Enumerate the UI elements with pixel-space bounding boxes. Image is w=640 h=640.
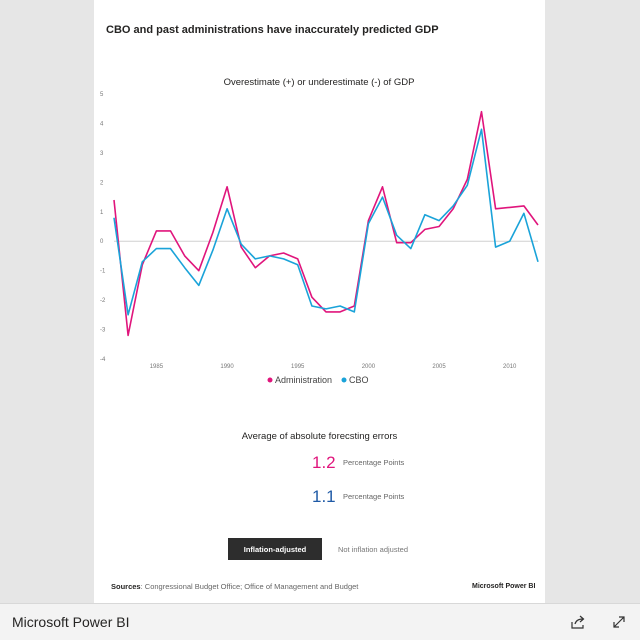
footer-bar: Microsoft Power BI <box>0 603 640 640</box>
x-tick-label: 1995 <box>291 364 305 370</box>
administration-metric-value: 1.2 <box>312 453 336 472</box>
y-tick-label: 2 <box>100 180 104 186</box>
not-inflation-adjusted-button[interactable]: Not inflation adjusted <box>330 538 416 560</box>
legend-label-cbo: CBO <box>349 375 369 385</box>
y-tick-label: 1 <box>100 210 104 216</box>
legend-marker-cbo <box>341 377 347 383</box>
sources-note: Sources: Congressional Budget Office; Of… <box>111 582 358 591</box>
report-page: CBO and past administrations have inaccu… <box>94 0 545 603</box>
y-tick-label: 0 <box>100 239 104 245</box>
inflation-adjusted-button[interactable]: Inflation-adjusted <box>228 538 322 560</box>
y-tick-label: -1 <box>100 269 106 275</box>
y-tick-label: 3 <box>100 151 104 157</box>
y-tick-label: -4 <box>100 357 106 363</box>
report-brand: Microsoft Power BI <box>472 583 536 590</box>
expand-icon[interactable] <box>610 613 628 631</box>
legend-marker-administration <box>267 377 273 383</box>
series-line-cbo <box>113 128 539 316</box>
footer-brand: Microsoft Power BI <box>12 614 130 630</box>
x-tick-label: 1985 <box>150 364 164 370</box>
y-tick-label: 5 <box>100 92 104 98</box>
y-tick-label: 4 <box>100 121 104 127</box>
x-tick-label: 2000 <box>362 364 376 370</box>
x-tick-label: 2010 <box>503 364 517 370</box>
x-tick-label: 2005 <box>432 364 446 370</box>
cbo-metric-value: 1.1 <box>312 487 336 506</box>
y-tick-label: -3 <box>100 328 106 334</box>
report-title: CBO and past administrations have inaccu… <box>106 24 439 36</box>
share-icon[interactable] <box>569 613 587 631</box>
sources-label: Sources <box>111 582 141 591</box>
cbo-metric-unit: Percentage Points <box>343 492 405 501</box>
y-tick-label: -2 <box>100 298 106 304</box>
average-errors-title: Average of absolute forecsting errors <box>241 431 398 442</box>
administration-metric-unit: Percentage Points <box>343 458 405 467</box>
legend-label-administration: Administration <box>275 375 332 385</box>
chart-title: Overestimate (+) or underestimate (-) of… <box>224 77 415 88</box>
series-line-administration <box>113 110 539 337</box>
gdp-forecast-chart: Overestimate (+) or underestimate (-) of… <box>100 77 539 385</box>
x-tick-label: 1990 <box>220 364 234 370</box>
sources-text: : Congressional Budget Office; Office of… <box>140 582 359 591</box>
